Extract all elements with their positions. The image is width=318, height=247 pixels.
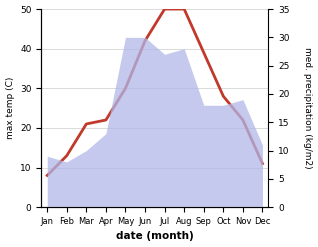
Y-axis label: max temp (C): max temp (C)	[5, 77, 15, 139]
Y-axis label: med. precipitation (kg/m2): med. precipitation (kg/m2)	[303, 47, 313, 169]
X-axis label: date (month): date (month)	[116, 231, 194, 242]
